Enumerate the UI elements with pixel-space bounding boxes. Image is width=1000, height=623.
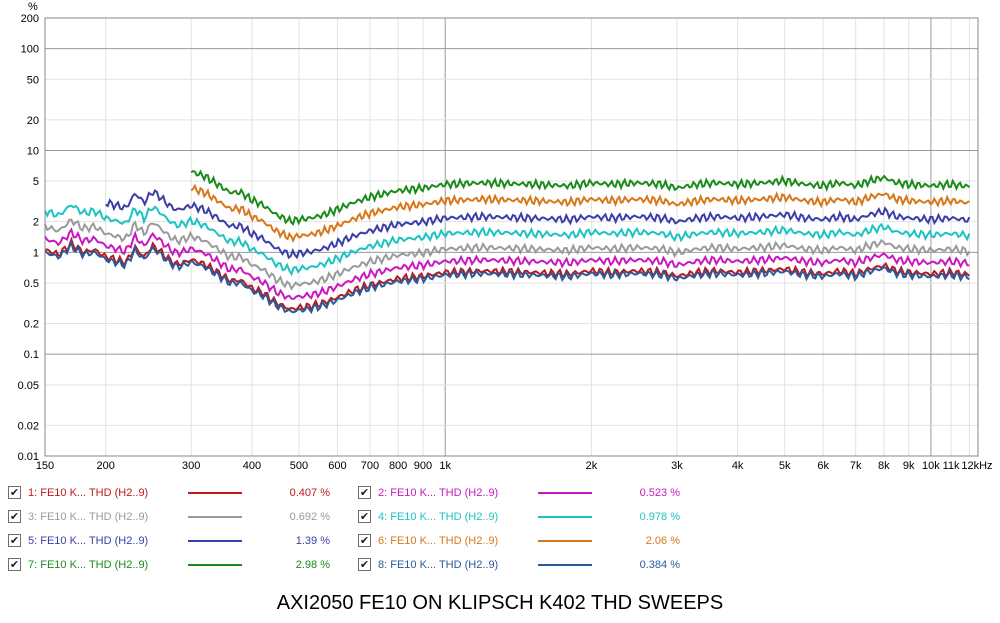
y-tick-label: 0.1 <box>24 349 39 361</box>
x-tick-label: 11k <box>943 460 960 472</box>
thd-chart: 150 200 300 400 500 600 700 800 900 1k 2k 3k 4k 5k 6k 7… <box>18 1 993 472</box>
legend-item-5: ✔ 5: FE10 K... THD (H2..9) 1.39 % <box>8 532 348 550</box>
x-tick-label: 700 <box>361 460 379 472</box>
legend-line-swatch <box>188 492 242 494</box>
legend-line-swatch <box>538 492 592 494</box>
series-lines <box>44 169 971 315</box>
legend-item-1: ✔ 1: FE10 K... THD (H2..9) 0.407 % <box>8 484 348 502</box>
y-tick-label: 0.05 <box>18 380 39 392</box>
legend-checkbox-5[interactable]: ✔ <box>8 534 21 547</box>
plot-area <box>45 18 978 456</box>
legend-value: 0.692 % <box>289 511 330 523</box>
legend-series-name: 4: FE10 K... THD (H2..9) <box>378 511 499 523</box>
legend-checkbox-2[interactable]: ✔ <box>358 486 371 499</box>
series-line-6 <box>190 183 970 244</box>
x-tick-label: 2k <box>586 460 598 472</box>
series-line-4 <box>44 204 971 277</box>
legend-value: 0.384 % <box>639 559 680 571</box>
legend-item-2: ✔ 2: FE10 K... THD (H2..9) 0.523 % <box>358 484 698 502</box>
y-tick-label: 200 <box>21 13 39 25</box>
y-tick-label: 0.01 <box>18 451 39 463</box>
legend-line-swatch <box>188 540 242 542</box>
legend-checkbox-7[interactable]: ✔ <box>8 558 21 571</box>
y-tick-label: 10 <box>27 145 39 157</box>
x-tick-label: 900 <box>414 460 432 472</box>
x-tick-label: 800 <box>389 460 407 472</box>
legend-item-7: ✔ 7: FE10 K... THD (H2..9) 2.98 % <box>8 556 348 574</box>
legend-line-swatch <box>538 540 592 542</box>
chart-caption: AXI2050 FE10 ON KLIPSCH K402 THD SWEEPS <box>276 592 724 614</box>
x-tick-label: 10k <box>922 460 940 472</box>
legend-value: 0.978 % <box>639 511 680 523</box>
x-tick-label: 9k <box>903 460 915 472</box>
legend-series-name: 7: FE10 K... THD (H2..9) <box>28 559 149 571</box>
series-line-5 <box>105 188 971 260</box>
legend-item-8: ✔ 8: FE10 K... THD (H2..9) 0.384 % <box>358 556 698 574</box>
x-tick-label: 12kHz <box>961 460 992 472</box>
legend-series-name: 3: FE10 K... THD (H2..9) <box>28 511 149 523</box>
legend-series-name: 1: FE10 K... THD (H2..9) <box>28 487 149 499</box>
x-tick-label: 5k <box>779 460 791 472</box>
legend-value: 0.523 % <box>639 487 680 499</box>
x-tick-label: 300 <box>182 460 200 472</box>
legend-line-swatch <box>538 516 592 518</box>
legend-series-name: 2: FE10 K... THD (H2..9) <box>378 487 499 499</box>
legend-value: 1.39 % <box>295 535 330 547</box>
y-tick-label: 20 <box>27 115 39 127</box>
legend-checkbox-6[interactable]: ✔ <box>358 534 371 547</box>
series-line-7 <box>190 169 971 226</box>
x-tick-labels: 150 200 300 400 500 600 700 800 900 1k 2k 3k 4k 5k 6k 7… <box>36 460 993 472</box>
y-tick-label: 2 <box>33 217 39 229</box>
x-tick-label: 4k <box>732 460 744 472</box>
legend-line-swatch <box>188 564 242 566</box>
series-line-3 <box>44 218 971 291</box>
y-tick-label: 100 <box>21 44 39 56</box>
x-tick-label: 7k <box>850 460 862 472</box>
y-tick-label: 0.5 <box>24 278 39 290</box>
legend-line-swatch <box>538 564 592 566</box>
legend-value: 2.98 % <box>295 559 330 571</box>
y-unit-label: % <box>28 1 38 13</box>
series-line-8 <box>44 240 970 315</box>
x-tick-label: 3k <box>671 460 683 472</box>
y-tick-label: 0.02 <box>18 420 39 432</box>
y-tick-label: 50 <box>27 74 39 86</box>
legend-series-name: 6: FE10 K... THD (H2..9) <box>378 535 499 547</box>
y-tick-label: 0.2 <box>24 319 39 331</box>
legend-series-name: 8: FE10 K... THD (H2..9) <box>378 559 499 571</box>
x-tick-label: 200 <box>97 460 115 472</box>
x-tick-label: 400 <box>243 460 261 472</box>
legend-checkbox-4[interactable]: ✔ <box>358 510 371 523</box>
y-tick-label: 1 <box>33 247 39 259</box>
legend-line-swatch <box>188 516 242 518</box>
x-tick-label: 600 <box>328 460 346 472</box>
legend-item-4: ✔ 4: FE10 K... THD (H2..9) 0.978 % <box>358 508 698 526</box>
legend-value: 0.407 % <box>289 487 330 499</box>
legend-series-name: 5: FE10 K... THD (H2..9) <box>28 535 149 547</box>
x-tick-label: 6k <box>817 460 829 472</box>
series-line-2 <box>44 227 970 301</box>
legend-checkbox-1[interactable]: ✔ <box>8 486 21 499</box>
legend-value: 2.06 % <box>645 535 680 547</box>
plot-frame <box>44 17 979 457</box>
legend-item-3: ✔ 3: FE10 K... THD (H2..9) 0.692 % <box>8 508 348 526</box>
legend-checkbox-3[interactable]: ✔ <box>8 510 21 523</box>
x-tick-label: 1k <box>439 460 451 472</box>
x-tick-label: 8k <box>878 460 890 472</box>
legend-checkbox-8[interactable]: ✔ <box>358 558 371 571</box>
legend-item-6: ✔ 6: FE10 K... THD (H2..9) 2.06 % <box>358 532 698 550</box>
x-tick-label: 150 <box>36 460 54 472</box>
y-tick-label: 5 <box>33 176 39 188</box>
legend: ✔ 1: FE10 K... THD (H2..9) 0.407 % ✔ 2: FE10… <box>0 482 1000 582</box>
x-tick-label: 500 <box>290 460 308 472</box>
y-tick-labels: 200 100 50 20 10 5 2 1 0.5 0.2 0.1 0.05 0.02 0.01 <box>18 13 39 463</box>
